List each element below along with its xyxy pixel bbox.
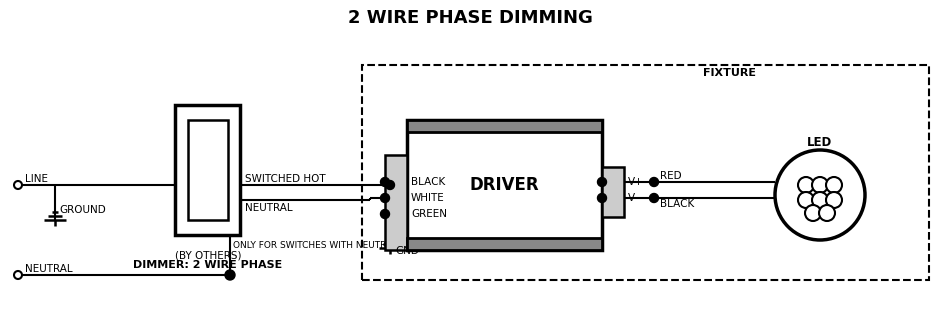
Circle shape — [381, 193, 389, 203]
Circle shape — [225, 270, 235, 280]
Circle shape — [385, 180, 395, 190]
Bar — [407, 120, 602, 132]
Text: V+: V+ — [628, 177, 644, 187]
FancyBboxPatch shape — [188, 120, 228, 220]
Circle shape — [826, 177, 842, 193]
Text: FIXTURE: FIXTURE — [703, 68, 757, 78]
Bar — [362, 65, 929, 280]
Circle shape — [812, 177, 828, 193]
Circle shape — [598, 178, 606, 186]
Text: DRIVER: DRIVER — [470, 176, 540, 194]
Text: GREEN: GREEN — [411, 209, 447, 219]
Circle shape — [650, 178, 659, 186]
Text: BLACK: BLACK — [660, 199, 695, 209]
Text: SWITCHED HOT: SWITCHED HOT — [245, 174, 325, 184]
Circle shape — [798, 177, 814, 193]
Circle shape — [650, 193, 659, 203]
Bar — [175, 105, 240, 235]
Bar — [385, 155, 407, 250]
Text: LINE: LINE — [25, 174, 48, 184]
Text: BLACK: BLACK — [411, 177, 446, 187]
Text: GROUND: GROUND — [59, 205, 105, 215]
Circle shape — [14, 271, 22, 279]
Text: (BY OTHERS): (BY OTHERS) — [175, 250, 242, 260]
Circle shape — [14, 181, 22, 189]
Circle shape — [381, 210, 389, 218]
Bar — [407, 238, 602, 250]
Text: WHITE: WHITE — [411, 193, 445, 203]
Circle shape — [775, 150, 865, 240]
Text: V-: V- — [628, 193, 638, 203]
Text: DIMMER: 2 WIRE PHASE: DIMMER: 2 WIRE PHASE — [133, 260, 283, 270]
Circle shape — [381, 178, 389, 186]
Text: 2 WIRE PHASE DIMMING: 2 WIRE PHASE DIMMING — [348, 9, 592, 27]
Circle shape — [805, 205, 821, 221]
Bar — [602, 167, 624, 217]
Bar — [407, 120, 602, 250]
Text: GND: GND — [395, 246, 419, 256]
Text: ONLY FOR SWITCHES WITH NEUTRAL: ONLY FOR SWITCHES WITH NEUTRAL — [233, 241, 397, 249]
Circle shape — [812, 192, 828, 208]
Text: NEUTRAL: NEUTRAL — [245, 203, 292, 213]
Text: NEUTRAL: NEUTRAL — [25, 264, 72, 274]
Circle shape — [598, 193, 606, 203]
Circle shape — [798, 192, 814, 208]
Text: LED: LED — [807, 137, 833, 150]
Text: RED: RED — [660, 171, 682, 181]
Circle shape — [819, 205, 835, 221]
Circle shape — [826, 192, 842, 208]
